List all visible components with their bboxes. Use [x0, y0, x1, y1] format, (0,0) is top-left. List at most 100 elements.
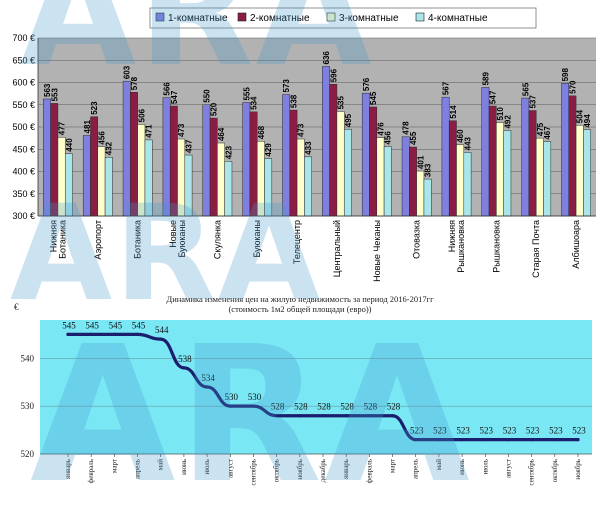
x-tick-label: август — [504, 459, 512, 478]
line-plot-area — [40, 320, 592, 454]
data-label: 563 — [43, 83, 52, 97]
x-tick-label: апрель — [134, 459, 142, 479]
bar — [488, 105, 497, 217]
data-label: 523 — [549, 426, 563, 436]
x-tick-label: апрель — [412, 459, 420, 479]
x-tick-label: февраль — [87, 459, 95, 483]
line-point — [530, 438, 534, 442]
chart-subtitle: (стоимость 1м2 общей площади (евро)) — [228, 304, 371, 314]
x-tick-label: октябрь — [551, 459, 559, 482]
data-label: 429 — [264, 143, 273, 157]
legend-swatch — [415, 12, 425, 22]
x-tick-label: февраль — [365, 459, 373, 483]
bar — [43, 98, 51, 217]
x-category-label: Новые Чеканы — [372, 220, 382, 282]
data-label: 492 — [503, 115, 512, 129]
bar — [535, 137, 544, 217]
data-label: 528 — [340, 402, 354, 412]
bar — [583, 129, 591, 217]
legend-label: 2-комнатные — [250, 13, 310, 24]
data-label: 538 — [178, 354, 192, 364]
data-label: 475 — [536, 122, 545, 136]
data-label: 589 — [481, 71, 490, 85]
data-label: 510 — [496, 107, 505, 121]
data-label: 598 — [561, 67, 570, 81]
data-label: 473 — [177, 123, 186, 137]
data-label: 567 — [442, 81, 451, 95]
x-tick-label: июнь — [458, 459, 466, 475]
bar — [561, 83, 570, 217]
apartment-prices-bar-chart: 300 € 350 € 400 € 450 € 500 € 550 € 600 € 650 €… — [12, 7, 596, 282]
x-tick-label: июль — [203, 459, 211, 475]
x-category-label: Ботаника — [133, 220, 143, 259]
data-label: 576 — [362, 77, 371, 91]
legend-label: 4-комнатные — [428, 13, 488, 24]
x-category-label: Албишоара — [571, 220, 581, 269]
line-point — [344, 414, 348, 418]
data-label: 553 — [50, 88, 59, 102]
line-point — [112, 332, 116, 336]
y-tick-label: 530 — [21, 401, 35, 411]
data-label: 547 — [170, 90, 179, 104]
data-label: 423 — [224, 145, 233, 159]
line-point — [159, 337, 163, 341]
bar — [463, 152, 472, 217]
y-tick-label: 300 € — [12, 211, 35, 221]
data-label: 528 — [294, 402, 308, 412]
line-point — [483, 438, 487, 442]
bar — [376, 137, 385, 217]
x-category-label: Отовазка — [412, 220, 422, 259]
bar — [503, 130, 512, 217]
line-point — [251, 404, 256, 408]
line-point — [390, 414, 395, 418]
bar — [169, 105, 178, 217]
data-label: 401 — [416, 155, 425, 169]
line-point — [135, 332, 140, 336]
data-label: 570 — [568, 80, 577, 94]
line-point — [228, 404, 232, 408]
data-label: 437 — [184, 139, 193, 153]
data-label: 636 — [322, 51, 331, 65]
data-label: 477 — [58, 121, 67, 135]
y-tick-label: 450 € — [12, 144, 35, 154]
data-label: 478 — [402, 121, 411, 135]
data-label: 506 — [137, 108, 146, 122]
data-label: 523 — [526, 426, 540, 436]
data-label: 467 — [543, 126, 552, 140]
bar — [104, 157, 113, 217]
line-point — [553, 438, 557, 442]
data-label: 535 — [337, 96, 346, 110]
data-label: 523 — [410, 426, 424, 436]
x-category-label: Нижняя — [48, 220, 58, 252]
x-tick-label: июнь — [180, 459, 188, 475]
chart-title: Динамика изменения цен на жилую недвижим… — [166, 294, 434, 304]
data-label: 460 — [456, 129, 465, 143]
x-category-label: Аэропорт — [93, 220, 103, 260]
data-label: 550 — [202, 89, 211, 103]
y-tick-label: 520 — [21, 449, 35, 459]
data-label: 456 — [97, 131, 106, 145]
data-label: 528 — [271, 402, 285, 412]
data-label: 545 — [369, 91, 378, 105]
bar — [543, 141, 552, 217]
bar — [264, 158, 273, 217]
legend-swatch — [326, 12, 336, 22]
legend-swatch — [237, 12, 247, 22]
data-label: 545 — [109, 320, 123, 330]
y-tick-label: 350 € — [12, 189, 35, 199]
y-tick-label: 540 — [21, 353, 35, 363]
x-tick-label: март — [389, 459, 397, 473]
x-tick-label: январь — [64, 459, 72, 479]
y-tick-label: 400 € — [12, 167, 35, 177]
y-tick-label: 650 € — [12, 55, 35, 65]
x-tick-label: декабрь — [319, 459, 327, 482]
bar — [162, 97, 171, 217]
line-point — [437, 438, 441, 442]
data-label: 440 — [65, 138, 74, 152]
y-axis-label: € — [14, 302, 19, 312]
x-tick-label: октябрь — [273, 459, 281, 482]
legend-box — [149, 7, 537, 29]
line-point — [576, 438, 580, 442]
x-category-label: Телецентр — [292, 220, 302, 264]
data-label: 573 — [282, 79, 291, 93]
